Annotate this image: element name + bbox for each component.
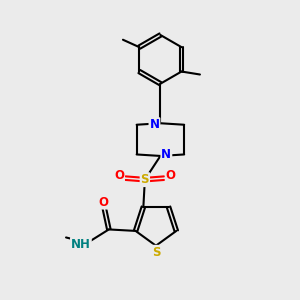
Text: NH: NH	[71, 238, 91, 251]
Text: S: S	[152, 246, 160, 259]
Text: N: N	[161, 148, 171, 161]
Text: S: S	[141, 173, 149, 186]
Text: N: N	[149, 118, 160, 131]
Text: O: O	[166, 169, 176, 182]
Text: O: O	[114, 169, 124, 182]
Text: O: O	[98, 196, 108, 208]
